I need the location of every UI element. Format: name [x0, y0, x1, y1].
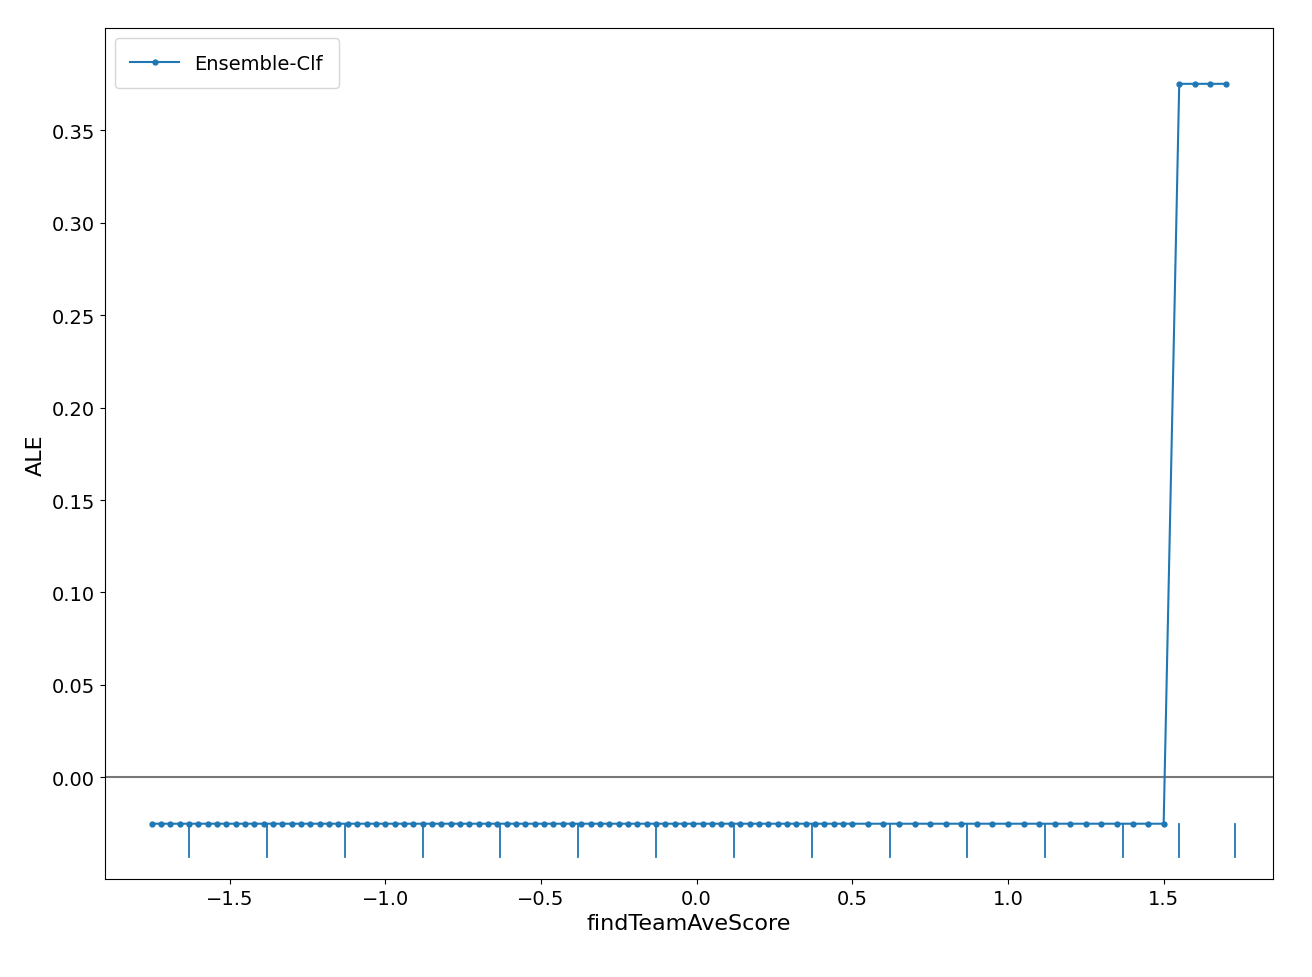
Ensemble-Clf — [1172, 79, 1187, 91]
Ensemble-Clf — [144, 818, 160, 829]
Ensemble-Clf — [1218, 79, 1233, 91]
Ensemble-Clf — [1140, 818, 1156, 829]
Ensemble-Clf — [321, 818, 337, 829]
Legend: Ensemble-Clf: Ensemble-Clf — [114, 39, 338, 89]
Ensemble-Clf — [1093, 818, 1109, 829]
Ensemble-Clf — [695, 818, 711, 829]
X-axis label: findTeamAveScore: findTeamAveScore — [586, 913, 791, 933]
Ensemble-Clf — [621, 818, 636, 829]
Y-axis label: ALE: ALE — [26, 434, 46, 475]
Line: Ensemble-Clf: Ensemble-Clf — [150, 82, 1228, 827]
Ensemble-Clf — [358, 818, 374, 829]
